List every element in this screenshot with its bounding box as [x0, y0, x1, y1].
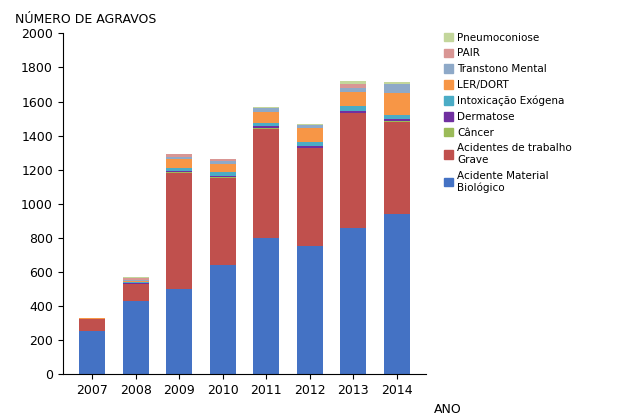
Bar [297, 124, 323, 128]
Text: ANO: ANO [434, 404, 461, 416]
Bar [297, 141, 323, 146]
Bar [253, 129, 280, 238]
Bar [209, 265, 236, 374]
Bar [297, 148, 323, 149]
Bar [79, 331, 105, 374]
Bar [253, 238, 280, 374]
Bar [123, 282, 149, 283]
Bar [209, 158, 236, 159]
Bar [297, 128, 323, 141]
Bar [253, 126, 280, 128]
Bar [340, 81, 366, 84]
Bar [340, 92, 366, 106]
Bar [340, 114, 366, 228]
Text: NÚMERO DE AGRAVOS: NÚMERO DE AGRAVOS [16, 13, 157, 27]
Bar [166, 159, 192, 168]
Bar [253, 112, 280, 123]
Bar [384, 93, 410, 115]
Bar [79, 318, 105, 319]
Bar [166, 172, 192, 173]
Bar [209, 178, 236, 265]
Bar [123, 280, 149, 282]
Bar [123, 284, 149, 301]
Bar [123, 277, 149, 278]
Bar [253, 108, 280, 112]
Bar [384, 82, 410, 84]
Bar [209, 172, 236, 176]
Bar [166, 173, 192, 289]
Bar [297, 146, 323, 148]
Bar [384, 121, 410, 122]
Legend: Pneumoconiose, PAIR, Transtono Mental, LER/DORT, Intoxicação Exógena, Dermatose,: Pneumoconiose, PAIR, Transtono Mental, L… [443, 32, 573, 194]
Bar [166, 171, 192, 172]
Bar [253, 123, 280, 126]
Bar [253, 128, 280, 129]
Bar [123, 301, 149, 374]
Bar [166, 157, 192, 159]
Bar [340, 88, 366, 92]
Bar [384, 214, 410, 374]
Bar [79, 319, 105, 331]
Bar [340, 113, 366, 114]
Bar [123, 278, 149, 280]
Bar [340, 111, 366, 113]
Bar [166, 289, 192, 374]
Bar [123, 283, 149, 284]
Bar [209, 177, 236, 178]
Bar [297, 149, 323, 245]
Bar [340, 84, 366, 88]
Bar [384, 119, 410, 121]
Bar [384, 84, 410, 93]
Bar [209, 161, 236, 164]
Bar [166, 168, 192, 171]
Bar [253, 107, 280, 108]
Bar [384, 122, 410, 214]
Bar [384, 115, 410, 119]
Bar [209, 164, 236, 172]
Bar [209, 159, 236, 161]
Bar [340, 228, 366, 374]
Bar [209, 176, 236, 177]
Bar [297, 245, 323, 374]
Bar [340, 106, 366, 111]
Bar [166, 154, 192, 157]
